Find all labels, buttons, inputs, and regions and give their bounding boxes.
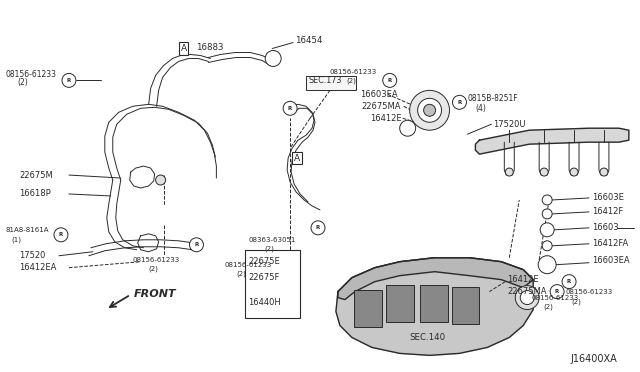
Text: (4): (4) — [476, 104, 486, 113]
Text: R: R — [388, 78, 392, 83]
Text: R: R — [288, 106, 292, 111]
Polygon shape — [338, 258, 533, 299]
Circle shape — [418, 98, 442, 122]
Text: 16412F: 16412F — [592, 208, 623, 217]
Bar — [386, 285, 413, 323]
Circle shape — [62, 73, 76, 87]
Text: A: A — [294, 154, 300, 163]
Text: R: R — [458, 100, 461, 105]
Text: 16883: 16883 — [196, 43, 224, 52]
Circle shape — [283, 101, 297, 115]
Polygon shape — [336, 258, 533, 355]
Circle shape — [542, 241, 552, 251]
Circle shape — [520, 291, 534, 305]
Text: (2): (2) — [571, 298, 581, 305]
Circle shape — [383, 73, 397, 87]
Text: 81A8-8161A: 81A8-8161A — [5, 227, 49, 233]
Text: 16440H: 16440H — [248, 298, 281, 307]
Text: 16603EA: 16603EA — [592, 256, 630, 265]
Text: 22675MA: 22675MA — [362, 102, 401, 111]
Text: 08363-63051: 08363-63051 — [248, 237, 296, 243]
Bar — [451, 286, 479, 324]
Text: 0815B-8251F: 0815B-8251F — [467, 94, 518, 103]
Circle shape — [542, 209, 552, 219]
Text: 16454: 16454 — [295, 36, 323, 45]
Circle shape — [538, 256, 556, 274]
Circle shape — [540, 168, 548, 176]
Text: (2): (2) — [17, 78, 28, 87]
Text: (2): (2) — [543, 303, 553, 310]
Text: (2): (2) — [148, 266, 159, 272]
Text: R: R — [59, 232, 63, 237]
Circle shape — [562, 275, 576, 289]
Bar — [245, 250, 300, 318]
Text: 08156-61233: 08156-61233 — [132, 257, 180, 263]
Text: SEC.140: SEC.140 — [410, 333, 445, 342]
Circle shape — [542, 195, 552, 205]
Circle shape — [400, 120, 415, 136]
Text: 17520U: 17520U — [493, 120, 526, 129]
Text: SEC.173: SEC.173 — [308, 76, 341, 85]
Text: 08156-61233: 08156-61233 — [565, 289, 612, 295]
Text: (2): (2) — [264, 246, 274, 252]
Text: 08156-61233: 08156-61233 — [5, 70, 56, 79]
Circle shape — [410, 90, 449, 130]
Text: 16603EA: 16603EA — [360, 90, 397, 99]
Text: R: R — [67, 78, 71, 83]
Text: (2): (2) — [236, 270, 246, 277]
Text: J16400XA: J16400XA — [570, 355, 617, 364]
Circle shape — [540, 223, 554, 237]
Circle shape — [550, 285, 564, 299]
Text: R: R — [316, 225, 320, 230]
Text: 08156-61233: 08156-61233 — [531, 295, 579, 301]
Circle shape — [600, 168, 608, 176]
Text: 16412E: 16412E — [370, 114, 401, 123]
Text: 22675E: 22675E — [248, 257, 280, 266]
Polygon shape — [476, 128, 629, 154]
Text: 16412E: 16412E — [508, 275, 539, 284]
Circle shape — [570, 168, 578, 176]
Text: (2): (2) — [346, 77, 356, 84]
Text: 16618P: 16618P — [19, 189, 51, 199]
Circle shape — [156, 175, 166, 185]
Text: R: R — [195, 242, 198, 247]
Circle shape — [424, 104, 436, 116]
Text: 22675M: 22675M — [19, 170, 53, 180]
Text: R: R — [567, 279, 571, 284]
Circle shape — [311, 221, 325, 235]
Text: 16603E: 16603E — [592, 193, 624, 202]
Text: A: A — [180, 44, 187, 53]
Circle shape — [452, 95, 467, 109]
Circle shape — [515, 286, 539, 310]
Text: 17520: 17520 — [19, 251, 45, 260]
Text: 22675F: 22675F — [248, 273, 280, 282]
Circle shape — [189, 238, 204, 252]
Bar — [420, 285, 447, 323]
Circle shape — [54, 228, 68, 242]
Circle shape — [265, 51, 281, 67]
Text: 22675MA: 22675MA — [508, 287, 547, 296]
Bar — [354, 290, 382, 327]
Text: 16412FA: 16412FA — [592, 239, 628, 248]
Circle shape — [506, 168, 513, 176]
Text: 16603: 16603 — [592, 223, 619, 232]
Text: 08156-61233: 08156-61233 — [225, 262, 271, 268]
Text: 08156-61233: 08156-61233 — [330, 70, 377, 76]
Text: FRONT: FRONT — [134, 289, 177, 299]
Text: R: R — [555, 289, 559, 294]
Bar — [306, 76, 356, 90]
Text: (1): (1) — [11, 237, 21, 243]
Text: 16412EA: 16412EA — [19, 263, 56, 272]
